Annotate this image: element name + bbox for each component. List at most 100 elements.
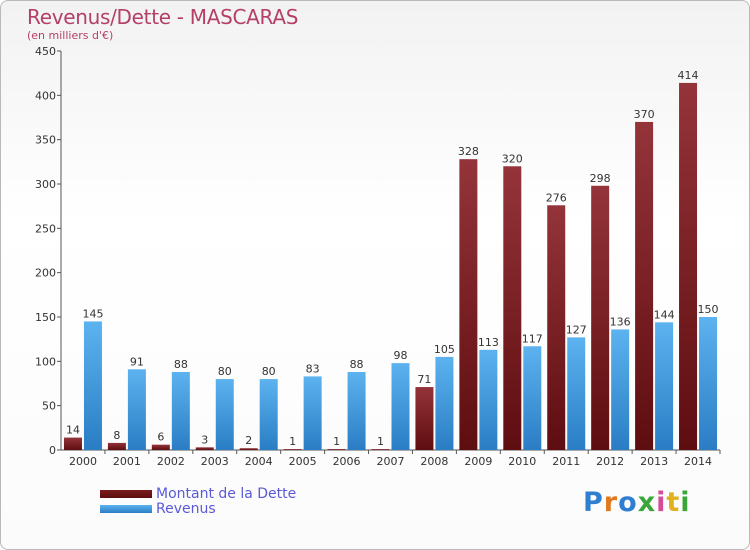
bar-revenue [171, 371, 190, 450]
bar-debt [371, 449, 390, 450]
data-label-debt: 276 [546, 191, 567, 204]
bar-debt [151, 444, 170, 450]
data-label-revenue: 80 [262, 365, 276, 378]
data-label-debt: 1 [289, 435, 296, 448]
data-label-revenue: 145 [82, 307, 103, 320]
y-tick-label: 0 [49, 444, 56, 457]
data-label-debt: 14 [66, 424, 80, 437]
x-tick-label: 2007 [377, 455, 405, 468]
y-tick-label: 350 [35, 134, 56, 147]
data-label-debt: 1 [377, 435, 384, 448]
bar-revenue [699, 317, 718, 450]
data-label-debt: 320 [502, 152, 523, 165]
data-label-debt: 71 [417, 373, 431, 386]
y-tick-label: 300 [35, 178, 56, 191]
x-tick-label: 2008 [420, 455, 448, 468]
bar-revenue [479, 349, 498, 450]
x-tick-label: 2006 [333, 455, 361, 468]
bar-revenue [259, 379, 278, 450]
legend-label-debt: Montant de la Dette [156, 485, 297, 502]
bar-debt [591, 185, 610, 451]
bar-debt [503, 166, 522, 450]
bar-debt [679, 82, 698, 451]
bar-debt [283, 449, 302, 450]
data-label-revenue: 80 [218, 365, 232, 378]
x-tick-label: 2014 [684, 455, 712, 468]
x-tick-label: 2002 [157, 455, 185, 468]
data-label-debt: 1 [333, 435, 340, 448]
data-label-debt: 298 [590, 172, 611, 185]
legend-label-revenue: Revenus [156, 500, 216, 517]
data-label-revenue: 144 [654, 308, 675, 321]
data-label-revenue: 105 [434, 343, 455, 356]
chart-subtitle: (en milliers d'€) [27, 29, 114, 42]
data-label-revenue: 127 [566, 323, 587, 336]
chart-legend: Montant de la Dette Revenus [100, 485, 297, 517]
data-label-revenue: 113 [478, 336, 499, 349]
logo-letter: i [680, 487, 691, 518]
y-tick-label: 200 [35, 267, 56, 280]
x-tick-label: 2001 [113, 455, 141, 468]
y-tick-label: 100 [35, 355, 56, 368]
data-label-debt: 328 [458, 145, 479, 158]
logo-letter: o [618, 487, 638, 518]
bar-debt [547, 205, 566, 450]
x-tick-label: 2009 [464, 455, 492, 468]
bar-debt [459, 159, 478, 450]
logo-letter: t [666, 487, 681, 518]
bar-debt [239, 448, 258, 450]
x-tick-label: 2012 [596, 455, 624, 468]
bar-revenue [303, 376, 322, 450]
bar-revenue [435, 356, 454, 450]
data-label-revenue: 136 [610, 315, 631, 328]
proxiti-logo: Proxiti [583, 487, 691, 518]
legend-swatch-debt [100, 489, 152, 498]
logo-letter: P [583, 487, 604, 518]
y-tick-label: 450 [35, 45, 56, 58]
data-label-debt: 3 [201, 433, 208, 446]
bar-debt [107, 442, 126, 450]
bar-debt [635, 121, 654, 450]
legend-item-revenue: Revenus [100, 500, 296, 517]
y-tick-label: 400 [35, 89, 56, 102]
bar-debt [327, 449, 346, 450]
data-label-revenue: 150 [698, 303, 719, 316]
bar-revenue [347, 371, 366, 450]
bar-revenue [611, 329, 630, 450]
data-label-revenue: 91 [130, 355, 144, 368]
bar-revenue [567, 337, 586, 450]
data-label-debt: 414 [678, 69, 699, 82]
chart-title: Revenus/Dette - MASCARAS [27, 5, 299, 29]
x-tick-label: 2011 [552, 455, 580, 468]
data-label-revenue: 98 [394, 349, 408, 362]
x-tick-label: 2004 [245, 455, 273, 468]
x-tick-label: 2010 [508, 455, 536, 468]
bar-debt [195, 447, 214, 450]
bar-revenue [391, 363, 410, 450]
logo-letter: r [603, 487, 619, 518]
data-label-debt: 8 [113, 429, 120, 442]
x-tick-label: 2000 [69, 455, 97, 468]
y-tick-label: 250 [35, 222, 56, 235]
data-label-revenue: 88 [350, 358, 364, 371]
bar-debt [415, 387, 434, 450]
bar-revenue [127, 369, 146, 450]
bar-revenue [215, 379, 234, 450]
data-label-revenue: 83 [306, 362, 320, 375]
logo-letter: x [637, 487, 657, 518]
data-label-debt: 6 [157, 431, 164, 444]
bar-debt [63, 437, 82, 450]
x-tick-label: 2005 [289, 455, 317, 468]
y-tick-label: 150 [35, 311, 56, 324]
y-tick-label: 50 [42, 400, 56, 413]
legend-swatch-revenue [100, 504, 152, 513]
bar-revenue [83, 321, 102, 450]
data-label-debt: 370 [634, 108, 655, 121]
x-tick-label: 2013 [640, 455, 668, 468]
legend-item-debt: Montant de la Dette [100, 485, 297, 502]
bar-revenue [523, 346, 542, 450]
data-label-revenue: 117 [522, 332, 543, 345]
data-label-revenue: 88 [174, 358, 188, 371]
